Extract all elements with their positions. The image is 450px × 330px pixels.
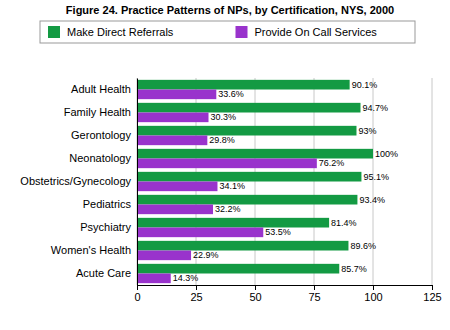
data-label: 14.3% — [173, 273, 199, 283]
data-label: 93% — [358, 126, 376, 136]
tick-label: Women's Health — [51, 244, 131, 256]
plot: 90.1% 94.7% 93% 100% 95.1% 93.4% 81.4% 89.6% 85.… — [20, 78, 441, 303]
tick: Acute Care — [76, 267, 137, 279]
tick: Family Health — [64, 106, 137, 118]
data-label: 34.1% — [219, 181, 245, 191]
axis-line — [137, 79, 138, 286]
legend-label: Provide On Call Services — [255, 26, 378, 38]
bar — [137, 264, 339, 274]
data-label: 32.2% — [215, 204, 241, 214]
data-label: 22.9% — [193, 250, 219, 260]
legend-swatch — [236, 26, 248, 38]
bar — [137, 218, 329, 228]
legend-label: Make Direct Referrals — [67, 26, 174, 38]
tick-label: Psychiatry — [80, 221, 131, 233]
data-label: 100% — [375, 149, 398, 159]
legend: Make Direct Referrals Provide On Call Ser… — [40, 21, 415, 43]
data-label: 85.7% — [341, 264, 367, 274]
tick: Obstetrics/Gynecology — [20, 175, 137, 187]
data-label: 94.7% — [362, 103, 388, 113]
grid-line — [432, 78, 433, 285]
tick: 50 — [249, 285, 261, 303]
data-label: 53.5% — [265, 227, 291, 237]
legend-box — [40, 21, 415, 43]
tick: Pediatrics — [83, 198, 137, 210]
data-label: 95.1% — [363, 172, 389, 182]
tick-label: Gerontology — [71, 129, 131, 141]
tick: 125 — [423, 285, 441, 303]
tick-label: 100 — [364, 291, 382, 303]
grid — [137, 78, 432, 285]
data-label: 33.6% — [218, 89, 244, 99]
tick: Gerontology — [71, 129, 137, 141]
tick-label: Family Health — [64, 106, 131, 118]
data-labels: 90.1% 94.7% 93% 100% 95.1% 93.4% 81.4% 89.6% 85.… — [173, 80, 398, 284]
tick: Women's Health — [51, 244, 137, 256]
bar — [137, 80, 350, 90]
tick: Adult Health — [71, 83, 137, 95]
tick-mark — [196, 285, 197, 290]
tick-label: 50 — [249, 291, 261, 303]
data-label: 89.6% — [350, 241, 376, 251]
tick-label: Pediatrics — [83, 198, 132, 210]
tick-mark — [137, 285, 138, 290]
bar — [137, 195, 357, 205]
bar — [137, 103, 360, 113]
tick-label: Adult Health — [71, 83, 131, 95]
tick-label: 75 — [308, 291, 320, 303]
title: Figure 24. Practice Patterns of NPs, by … — [66, 4, 394, 16]
bar — [137, 113, 209, 123]
bar — [137, 274, 171, 284]
tick-mark — [432, 285, 433, 290]
bar — [137, 172, 361, 182]
tick: 25 — [190, 285, 202, 303]
bar — [137, 159, 317, 169]
bar — [137, 251, 191, 261]
bar — [137, 228, 263, 238]
data-label: 93.4% — [359, 195, 385, 205]
tick-label: 0 — [134, 291, 140, 303]
bar — [137, 136, 207, 146]
bar — [137, 205, 213, 215]
tick-label: 25 — [190, 291, 202, 303]
tick: Neonatology — [69, 152, 137, 164]
data-label: 29.8% — [209, 135, 235, 145]
data-label: 81.4% — [331, 218, 357, 228]
legend-swatch — [48, 26, 60, 38]
grid-line — [137, 78, 138, 285]
data-label: 76.2% — [319, 158, 345, 168]
category-axis: Adult Health Family Health Gerontology Neon… — [20, 79, 137, 286]
tick: 0 — [134, 285, 140, 303]
data-label: 30.3% — [211, 112, 237, 122]
data-label: 90.1% — [352, 80, 378, 90]
tick-label: Neonatology — [69, 152, 131, 164]
tick-mark — [373, 285, 374, 290]
bar — [137, 182, 217, 192]
value-axis: 0 25 50 75 100 125 — [134, 285, 441, 303]
bar — [137, 241, 348, 251]
tick: Psychiatry — [80, 221, 137, 233]
bar — [137, 90, 216, 100]
chart: Figure 24. Practice Patterns of NPs, by … — [0, 0, 450, 330]
tick: 75 — [308, 285, 320, 303]
tick: 100 — [364, 285, 382, 303]
axis-line — [138, 285, 433, 286]
bars — [137, 80, 373, 283]
tick-label: 125 — [423, 291, 441, 303]
tick-mark — [255, 285, 256, 290]
bar — [137, 126, 356, 136]
tick-mark — [314, 285, 315, 290]
tick-label: Obstetrics/Gynecology — [20, 175, 131, 187]
tick-label: Acute Care — [76, 267, 131, 279]
bar — [137, 149, 373, 159]
